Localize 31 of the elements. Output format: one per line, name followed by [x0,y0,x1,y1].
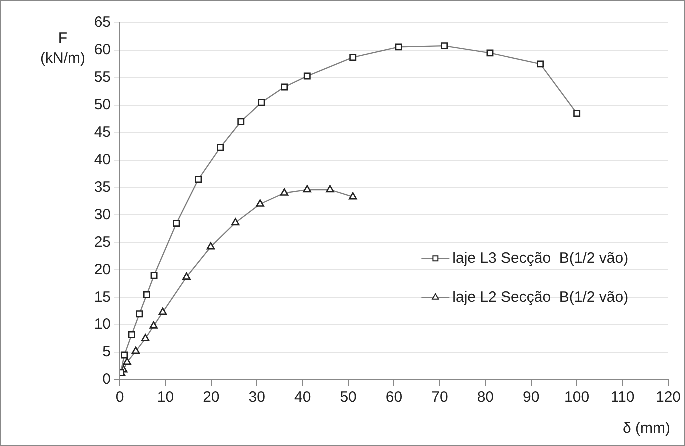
x-tick-label: 40 [294,389,312,406]
y-tick-label: 60 [94,42,111,59]
y-tick-label: 45 [94,124,111,141]
x-tick-label: 100 [564,389,590,406]
y-tick-label: 25 [94,234,111,251]
y-tick-label: 35 [94,178,111,196]
y-tick-label: 10 [94,316,111,334]
y-tick-label: 55 [94,69,111,86]
y-tick-label: 50 [94,96,111,114]
y-tick-label: 65 [94,14,111,32]
y-tick-label: 0 [102,371,111,388]
legend-label: laje L3 Secção B(1/2 vão) [452,250,629,267]
x-tick-label: 10 [157,389,174,406]
legend-label: laje L2 Secção B(1/2 vão) [452,288,629,306]
x-tick-label: 20 [203,389,220,406]
x-axis-title: δ (mm) [622,420,670,438]
y-tick-label: 30 [94,206,111,224]
x-tick-label: 50 [340,389,357,406]
x-tick-label: 110 [610,389,635,406]
y-axis-title: F (kN/m) [40,30,86,68]
x-tick-label: 80 [477,389,494,406]
x-tick-label: 90 [523,389,540,406]
x-tick-label: 60 [386,389,403,406]
y-tick-label: 20 [94,261,111,278]
x-tick-label: 30 [248,389,266,406]
x-tick-label: 70 [432,389,448,406]
y-tick-label: 5 [102,344,111,361]
x-tick-label: 0 [116,389,124,406]
x-tick-label: 120 [656,389,681,406]
y-tick-label: 15 [94,288,111,306]
y-tick-label: 40 [94,151,111,168]
